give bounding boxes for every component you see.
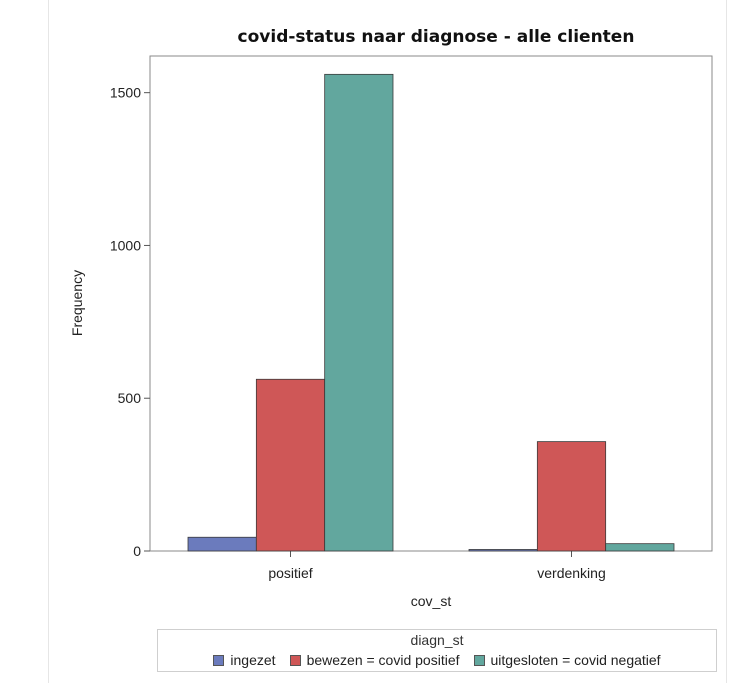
bar-verdenking-1 — [536, 441, 607, 552]
bar-verdenking-2 — [605, 543, 675, 552]
left-gutter-divider — [48, 0, 49, 683]
legend-items: ingezet bewezen = covid positief uitgeslot… — [158, 652, 716, 668]
legend-swatch — [289, 654, 301, 666]
legend-item: bewezen = covid positief — [289, 652, 460, 668]
plot-area — [149, 55, 713, 552]
y-tick-label: 1000 — [110, 237, 141, 253]
x-axis-title: cov_st — [411, 593, 452, 609]
bar-positief-0 — [187, 536, 257, 552]
bar-positief-1 — [255, 378, 326, 552]
y-tick-label: 500 — [118, 390, 142, 406]
y-axis: 0 500 1000 1500 — [110, 85, 150, 559]
bar-group — [187, 73, 675, 552]
legend-label: bewezen = covid positief — [306, 652, 460, 668]
y-axis-title: Frequency — [69, 270, 85, 336]
x-category-label: positief — [268, 565, 312, 581]
y-tick-label: 1500 — [110, 85, 141, 101]
legend-swatch — [213, 654, 225, 666]
legend-item: uitgesloten = covid negatief — [473, 652, 661, 668]
legend: diagn_st ingezet bewezen = covid positief… — [157, 629, 717, 672]
legend-item: ingezet — [213, 652, 276, 668]
legend-swatch — [473, 654, 485, 666]
chart-title: covid-status naar diagnose - alle client… — [238, 27, 635, 47]
legend-label: ingezet — [230, 652, 276, 668]
x-axis: positief verdenking — [268, 551, 606, 581]
legend-label: uitgesloten = covid negatief — [490, 652, 661, 668]
bar-verdenking-0 — [468, 549, 538, 552]
legend-title: diagn_st — [410, 632, 464, 648]
y-tick-label: 0 — [133, 543, 141, 559]
right-gutter-divider — [726, 0, 727, 683]
bar-positief-2 — [324, 73, 394, 552]
x-category-label: verdenking — [537, 565, 606, 581]
